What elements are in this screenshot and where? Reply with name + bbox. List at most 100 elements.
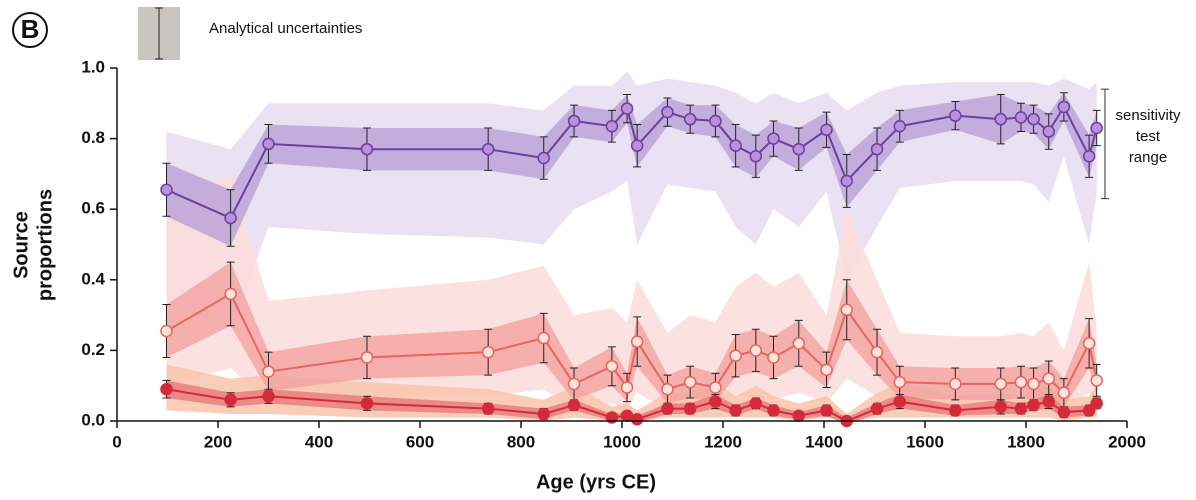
data-point: [481, 402, 495, 415]
data-point: [537, 331, 550, 345]
data-point: [709, 395, 722, 408]
data-point: [1057, 386, 1071, 400]
data-point: [262, 137, 275, 151]
data-point: [1014, 375, 1028, 389]
y-tick-label: 0.0: [81, 410, 105, 429]
annotation: test: [1136, 128, 1161, 145]
data-point: [729, 139, 742, 152]
x-tick-label: 1200: [704, 432, 742, 451]
data-point: [630, 412, 644, 426]
data-point: [994, 377, 1007, 391]
data-point: [262, 390, 275, 403]
data-point: [1082, 404, 1096, 417]
y-tick-label: 0.2: [81, 340, 105, 359]
data-point: [1057, 405, 1071, 419]
x-tick-label: 1800: [1007, 432, 1045, 451]
data-point: [1014, 111, 1028, 124]
data-point: [1090, 374, 1103, 387]
data-point: [683, 402, 697, 415]
data-point: [1057, 100, 1071, 114]
data-point: [1027, 398, 1040, 412]
data-point: [620, 381, 634, 394]
data-point: [605, 119, 619, 133]
data-point: [481, 142, 495, 156]
data-point: [1042, 372, 1055, 385]
data-point: [792, 337, 805, 350]
y-tick-label: 1.0: [81, 57, 105, 76]
data-point: [994, 400, 1007, 414]
data-point: [729, 404, 742, 417]
data-point: [481, 345, 495, 359]
y-axis-label: proportions: [34, 189, 56, 301]
data-point: [1090, 397, 1103, 410]
data-point: [620, 102, 634, 115]
data-point: [840, 174, 853, 188]
data-point: [870, 142, 884, 156]
y-tick-label: 0.6: [81, 199, 105, 218]
data-point: [709, 381, 722, 394]
data-point: [661, 382, 674, 396]
data-point: [360, 351, 374, 364]
data-point: [893, 375, 906, 389]
panel-badge: [12, 12, 48, 48]
x-tick-label: 2000: [1108, 432, 1146, 451]
x-tick-label: 200: [204, 432, 232, 451]
data-point: [820, 363, 833, 377]
data-point: [160, 324, 173, 338]
data-point: [360, 397, 374, 410]
data-point: [160, 382, 173, 396]
x-tick-label: 400: [305, 432, 333, 451]
y-tick-label: 0.4: [81, 269, 105, 288]
data-point: [820, 123, 833, 137]
data-point: [567, 377, 581, 391]
data-point: [994, 112, 1007, 126]
data-point: [792, 142, 805, 156]
data-point: [661, 402, 674, 415]
plot-area: [160, 71, 1103, 428]
data-point: [767, 132, 780, 145]
data-point: [870, 402, 884, 415]
data-point: [224, 287, 237, 301]
data-point: [1014, 402, 1028, 415]
data-point: [224, 393, 237, 407]
data-point: [767, 404, 780, 417]
data-point: [661, 105, 674, 119]
x-tick-label: 0: [112, 432, 121, 451]
uncertainty-band: [166, 92, 1097, 247]
data-point: [1090, 121, 1103, 135]
data-point: [749, 397, 763, 410]
data-point: [893, 119, 906, 133]
data-point: [262, 365, 275, 378]
data-point: [1027, 112, 1040, 126]
x-axis-label: Age (yrs CE): [536, 471, 656, 493]
x-tick-label: 800: [507, 432, 535, 451]
data-point: [949, 377, 962, 391]
data-point: [683, 375, 697, 389]
data-point: [620, 409, 634, 422]
legend-label: Analytical uncertainties: [209, 20, 362, 37]
x-tick-label: 1400: [805, 432, 843, 451]
data-point: [949, 404, 962, 417]
data-point: [1042, 125, 1055, 138]
data-point: [160, 183, 173, 197]
data-point: [537, 407, 550, 421]
data-point: [870, 345, 884, 359]
annotation: sensitivity: [1115, 107, 1181, 124]
data-point: [749, 150, 763, 163]
data-point: [820, 404, 833, 417]
data-point: [840, 303, 853, 317]
data-point: [709, 114, 722, 128]
x-tick-label: 600: [406, 432, 434, 451]
data-point: [1082, 337, 1096, 350]
data-point: [537, 151, 550, 165]
data-point: [360, 142, 374, 156]
data-point: [1082, 150, 1096, 163]
data-point: [767, 351, 780, 364]
data-point: [630, 335, 644, 348]
uncertainty-band: [166, 262, 1097, 407]
panel-label: B: [21, 14, 40, 44]
annotation: range: [1129, 149, 1167, 166]
data-point: [605, 360, 619, 373]
